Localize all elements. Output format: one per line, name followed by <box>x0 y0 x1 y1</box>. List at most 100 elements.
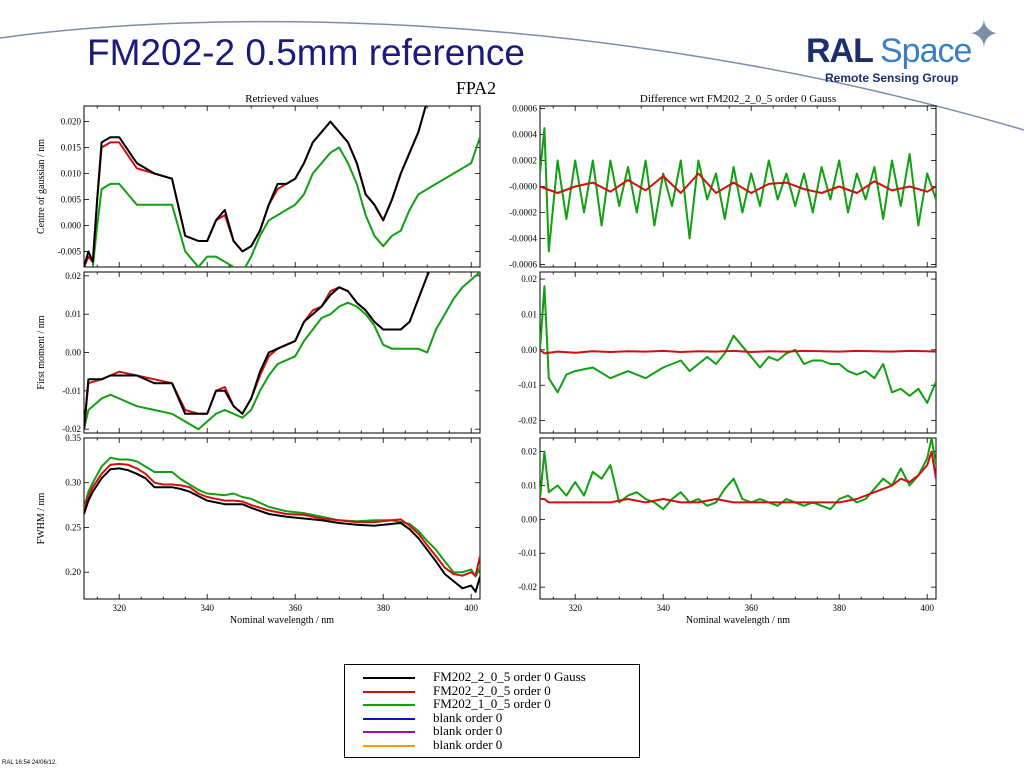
x-tick-label: 320 <box>112 603 126 613</box>
legend-entry: FM202_2_0_5 order 0 <box>345 682 639 698</box>
y-tick-label: 0.35 <box>65 433 81 443</box>
y-tick-label: -0.02 <box>518 416 537 426</box>
series-line <box>84 272 480 431</box>
series-group <box>540 438 936 511</box>
figure: FPA2 -0.005 0.000 0.005 0.010 0.015 0.020 Retr… <box>36 78 937 626</box>
y-tick-label: 0.0002 <box>512 156 537 166</box>
legend-entry: blank order 0 <box>345 709 639 725</box>
legend-entry: FM202_1_0_5 order 0 <box>345 696 639 711</box>
y-tick-label: -0.01 <box>518 548 537 558</box>
series-line <box>84 467 480 593</box>
slide-swoosh <box>0 20 1024 131</box>
legend-line <box>363 704 415 706</box>
y-tick-label: 0.020 <box>61 117 82 127</box>
legend-label: blank order 0 <box>433 736 503 752</box>
chart-title: Difference wrt FM202_2_0_5 order 0 Gauss <box>640 93 836 105</box>
y-tick-label: 0.25 <box>65 522 81 532</box>
y-tick-label: 0.00 <box>521 345 537 355</box>
logo-subtitle: Remote Sensing Group <box>825 71 959 85</box>
series-group <box>84 272 480 431</box>
y-tick-label: 0.01 <box>521 480 537 490</box>
series-line <box>84 106 427 267</box>
y-axis-label: First moment / nm <box>36 315 47 389</box>
y-tick-label: 0.000 <box>61 220 82 230</box>
series-group <box>540 285 936 404</box>
legend-label: FM202_2_0_5 order 0 Gauss <box>433 669 586 684</box>
chart-panel: 320 340 360 380 400 -0.02 -0.01 0.00 0.01 0.02 Nom… <box>518 437 937 626</box>
y-tick-label: -0.0006 <box>509 259 537 269</box>
figure-panels: -0.005 0.000 0.005 0.010 0.015 0.020 Retrieved… <box>36 93 937 626</box>
y-tick-label: 0.00 <box>521 514 537 524</box>
series-group <box>540 127 936 253</box>
plot-frame <box>83 437 481 600</box>
y-tick-label: 0.0004 <box>512 130 537 140</box>
y-tick-label: 0.02 <box>521 447 537 457</box>
ral-space-logo: RAL Space ✦ Remote Sensing Group <box>800 12 1010 85</box>
legend-line <box>363 677 415 679</box>
series-line <box>84 456 480 578</box>
series-line <box>540 127 936 253</box>
figure-suptitle: FPA2 <box>456 78 496 98</box>
y-axis-label: Centre of gaussian / nm <box>36 139 47 234</box>
y-tick-label: 0.0006 <box>512 104 537 114</box>
x-tick-label: 340 <box>200 603 214 613</box>
x-tick-label: 360 <box>288 603 302 613</box>
x-tick-label: 400 <box>920 603 934 613</box>
legend-line <box>363 690 415 693</box>
chart-title: Retrieved values <box>245 93 319 105</box>
footer-timestamp: RAL 16:54 24/06/12. <box>2 760 57 766</box>
series-line <box>540 172 936 194</box>
series-line <box>540 285 936 404</box>
plot-frame <box>539 437 937 600</box>
y-tick-label: 0.010 <box>61 169 82 179</box>
x-tick-label: 380 <box>832 603 846 613</box>
y-tick-label: -0.01 <box>62 386 81 396</box>
x-tick-label: 320 <box>568 603 582 613</box>
y-tick-label: 0.005 <box>61 194 82 204</box>
y-tick-label: -0.005 <box>58 246 82 256</box>
x-axis-label: Nominal wavelength / nm <box>230 615 334 626</box>
series-line <box>84 272 431 430</box>
chart-panel: -0.02 -0.01 0.00 0.01 0.02 First moment / nm <box>36 271 481 434</box>
legend: FM202_2_0_5 order 0 Gauss FM202_2_0_5 or… <box>344 664 640 758</box>
chart-panel: -0.005 0.000 0.005 0.010 0.015 0.020 Retrieved… <box>36 93 481 268</box>
legend-entry: blank order 0 <box>345 723 639 738</box>
chart-panel: 320 340 360 380 400 0.20 0.25 0.30 0.35 Nominal w… <box>36 433 481 626</box>
x-tick-label: 340 <box>656 603 670 613</box>
series-group <box>84 456 480 593</box>
y-tick-label: 0.00 <box>65 348 81 358</box>
plot-frame <box>83 271 481 434</box>
y-tick-label: 0.01 <box>521 309 537 319</box>
legend-entry: FM202_2_0_5 order 0 Gauss <box>345 669 639 684</box>
series-group <box>84 106 480 267</box>
y-tick-label: 0.30 <box>65 478 81 488</box>
y-tick-label: 0.015 <box>61 143 82 153</box>
slide-title: FM202-2 0.5mm reference <box>87 32 526 73</box>
y-tick-label: -0.02 <box>518 582 537 592</box>
legend-label: FM202_1_0_5 order 0 <box>433 696 551 711</box>
y-axis-label: FWHM / nm <box>36 492 47 544</box>
plot-frame <box>539 271 937 434</box>
legend-label: FM202_2_0_5 order 0 <box>433 682 551 698</box>
plot-frame <box>83 105 481 268</box>
legend-label: blank order 0 <box>433 723 503 738</box>
y-tick-label: 0.02 <box>65 271 81 281</box>
legend-line <box>363 744 415 747</box>
chart-panel: -0.02 -0.01 0.00 0.01 0.02 <box>518 271 937 434</box>
series-line <box>84 462 480 577</box>
x-tick-label: 400 <box>464 603 478 613</box>
y-tick-label: -0.0004 <box>509 233 537 243</box>
series-line <box>540 450 936 504</box>
chart-panel: -0.0006 -0.0004 -0.0002 -0.0000 0.0002 0.0004… <box>509 93 937 269</box>
x-tick-label: 360 <box>744 603 758 613</box>
legend-label: blank order 0 <box>433 709 503 725</box>
series-line <box>91 136 480 267</box>
y-tick-label: -0.01 <box>518 380 537 390</box>
y-tick-label: -0.02 <box>62 424 81 434</box>
x-axis-label: Nominal wavelength / nm <box>686 615 790 626</box>
x-tick-label: 380 <box>376 603 390 613</box>
series-line <box>540 438 936 511</box>
y-tick-label: -0.0000 <box>509 182 537 192</box>
legend-entry: blank order 0 <box>345 736 639 752</box>
